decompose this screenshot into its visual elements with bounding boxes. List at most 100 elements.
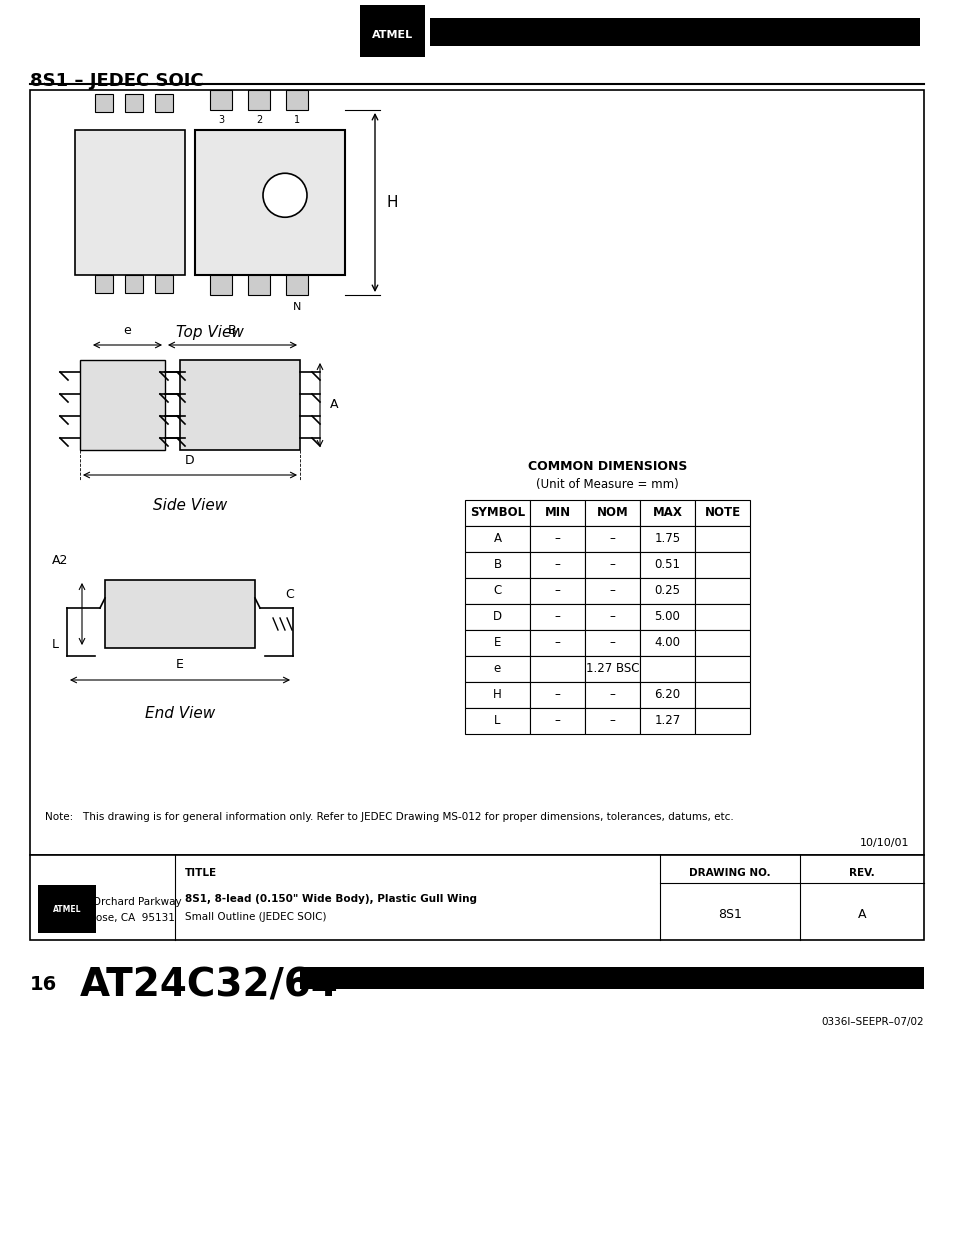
- Bar: [639, 656, 695, 682]
- Text: –: –: [609, 558, 615, 572]
- Text: Small Outline (JEDEC SOIC): Small Outline (JEDEC SOIC): [185, 911, 326, 923]
- Text: TITLE: TITLE: [185, 868, 217, 878]
- Bar: [125, 275, 143, 293]
- Text: 1.27: 1.27: [654, 715, 679, 727]
- Bar: [584, 682, 639, 708]
- Bar: [639, 682, 695, 708]
- Text: D: D: [493, 610, 501, 624]
- Bar: [80, 359, 165, 450]
- Text: –: –: [609, 636, 615, 650]
- Bar: [464, 708, 530, 734]
- Text: 4.00: 4.00: [654, 636, 679, 650]
- Text: –: –: [554, 688, 559, 701]
- Text: 8S1: 8S1: [718, 909, 741, 921]
- Bar: [248, 275, 270, 295]
- Text: 1.27 BSC: 1.27 BSC: [585, 662, 639, 676]
- Bar: [464, 604, 530, 630]
- Bar: [639, 604, 695, 630]
- Bar: [584, 526, 639, 552]
- Text: COMMON DIMENSIONS: COMMON DIMENSIONS: [527, 459, 686, 473]
- Text: –: –: [554, 584, 559, 598]
- Text: H: H: [493, 688, 501, 701]
- Text: MIN: MIN: [544, 506, 570, 520]
- Bar: [695, 604, 749, 630]
- Bar: [30, 855, 923, 940]
- Text: ATMEL: ATMEL: [52, 904, 81, 914]
- Bar: [464, 656, 530, 682]
- Bar: [464, 526, 530, 552]
- Text: 3: 3: [217, 115, 224, 125]
- Text: e: e: [124, 324, 132, 336]
- Bar: [194, 130, 345, 275]
- Bar: [695, 630, 749, 656]
- Text: 0.51: 0.51: [654, 558, 679, 572]
- Text: End View: End View: [145, 705, 214, 720]
- Bar: [584, 500, 639, 526]
- Text: 8S1, 8-lead (0.150" Wide Body), Plastic Gull Wing: 8S1, 8-lead (0.150" Wide Body), Plastic …: [185, 894, 476, 904]
- Circle shape: [263, 173, 307, 217]
- Text: 6.20: 6.20: [654, 688, 679, 701]
- Bar: [584, 708, 639, 734]
- Text: B: B: [228, 324, 236, 336]
- Text: 8S1 – JEDEC SOIC: 8S1 – JEDEC SOIC: [30, 72, 203, 90]
- Bar: [584, 578, 639, 604]
- Text: L: L: [494, 715, 500, 727]
- Bar: [530, 682, 584, 708]
- Bar: [695, 526, 749, 552]
- Bar: [248, 90, 270, 110]
- Bar: [464, 552, 530, 578]
- Bar: [359, 5, 424, 57]
- Text: –: –: [554, 610, 559, 624]
- Bar: [530, 604, 584, 630]
- Text: SYMBOL: SYMBOL: [470, 506, 524, 520]
- Bar: [639, 578, 695, 604]
- Bar: [210, 275, 232, 295]
- Bar: [286, 275, 308, 295]
- Bar: [95, 275, 112, 293]
- Text: Side View: Side View: [152, 498, 227, 513]
- Text: E: E: [494, 636, 500, 650]
- Text: 0336I–SEEPR–07/02: 0336I–SEEPR–07/02: [821, 1016, 923, 1028]
- Bar: [695, 682, 749, 708]
- Bar: [639, 708, 695, 734]
- Text: –: –: [609, 610, 615, 624]
- Bar: [464, 682, 530, 708]
- Text: C: C: [285, 589, 294, 601]
- Bar: [695, 552, 749, 578]
- Text: A2: A2: [52, 553, 69, 567]
- Text: REV.: REV.: [848, 868, 874, 878]
- Bar: [95, 94, 112, 112]
- Bar: [584, 656, 639, 682]
- Bar: [464, 630, 530, 656]
- Text: –: –: [609, 584, 615, 598]
- Text: 0.25: 0.25: [654, 584, 679, 598]
- Text: NOM: NOM: [596, 506, 628, 520]
- Bar: [584, 630, 639, 656]
- Bar: [464, 500, 530, 526]
- Text: –: –: [554, 532, 559, 546]
- Text: A: A: [493, 532, 501, 546]
- Text: DRAWING NO.: DRAWING NO.: [688, 868, 770, 878]
- Text: 2: 2: [255, 115, 262, 125]
- Text: C: C: [493, 584, 501, 598]
- Text: (Unit of Measure = mm): (Unit of Measure = mm): [536, 478, 679, 492]
- Bar: [530, 630, 584, 656]
- Bar: [530, 656, 584, 682]
- Text: –: –: [554, 715, 559, 727]
- Bar: [584, 604, 639, 630]
- Bar: [639, 526, 695, 552]
- Bar: [154, 275, 172, 293]
- Bar: [299, 967, 923, 989]
- Bar: [154, 94, 172, 112]
- Text: San Jose, CA  95131: San Jose, CA 95131: [70, 913, 174, 923]
- Text: 2325 Orchard Parkway: 2325 Orchard Parkway: [63, 897, 182, 906]
- Bar: [180, 359, 299, 450]
- Text: A: A: [857, 909, 865, 921]
- Text: 1: 1: [294, 115, 300, 125]
- Bar: [695, 656, 749, 682]
- Bar: [464, 578, 530, 604]
- Text: A: A: [330, 399, 338, 411]
- Text: NOTE: NOTE: [703, 506, 740, 520]
- Bar: [639, 552, 695, 578]
- Text: –: –: [554, 636, 559, 650]
